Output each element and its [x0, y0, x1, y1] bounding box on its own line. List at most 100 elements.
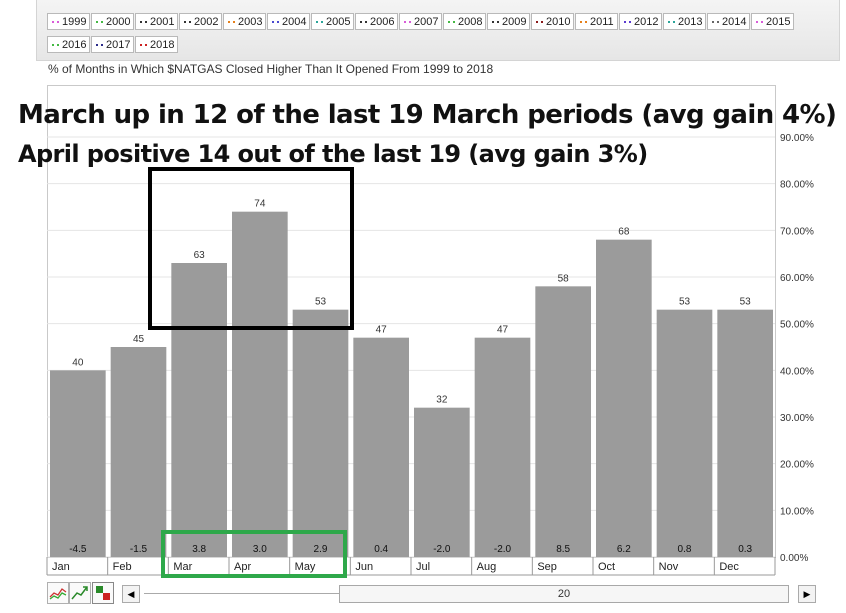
legend-swatch	[140, 21, 147, 24]
scroll-track[interactable]: 20	[144, 585, 794, 603]
chart-controls: ◀ 20 ▶	[40, 578, 846, 610]
bar-Jul	[414, 407, 470, 557]
legend-swatch	[184, 21, 191, 24]
legend-swatch	[272, 21, 279, 24]
legend-item-2005[interactable]: 2005	[311, 13, 354, 30]
legend-item-2010[interactable]: 2010	[531, 13, 574, 30]
y-tick-label: 0.00%	[780, 553, 808, 564]
x-tick-label: Nov	[659, 561, 679, 573]
legend-swatch	[96, 44, 103, 47]
x-tick-label: Oct	[598, 561, 615, 573]
legend-swatch	[668, 21, 675, 24]
legend-label: 2001	[150, 16, 175, 28]
bar-Oct	[596, 239, 652, 557]
x-tick-label: Sep	[537, 561, 557, 573]
y-tick-label: 50.00%	[780, 320, 814, 331]
legend-item-2006[interactable]: 2006	[355, 13, 398, 30]
legend-item-2014[interactable]: 2014	[707, 13, 750, 30]
legend-item-2001[interactable]: 2001	[135, 13, 178, 30]
bar-chart-icon[interactable]	[92, 582, 114, 604]
y-tick-label: 20.00%	[780, 460, 814, 471]
x-tick-label: Mar	[173, 561, 192, 573]
y-tick-label: 70.00%	[780, 226, 814, 237]
y-tick-label: 10.00%	[780, 506, 814, 517]
avg-label: -4.5	[69, 544, 87, 555]
legend-swatch	[316, 21, 323, 24]
legend-swatch	[536, 21, 543, 24]
bar-Sep	[535, 286, 591, 557]
legend-item-2012[interactable]: 2012	[619, 13, 662, 30]
scroll-thumb[interactable]: 20	[339, 585, 789, 603]
legend-label: 2016	[62, 39, 87, 51]
y-tick-label: 80.00%	[780, 180, 814, 191]
legend-item-2002[interactable]: 2002	[179, 13, 222, 30]
avg-label: 0.3	[738, 544, 752, 555]
legend-label: 2008	[458, 16, 483, 28]
scroll-line	[144, 593, 339, 594]
legend-item-2000[interactable]: 2000	[91, 13, 134, 30]
bar-Mar	[171, 263, 227, 557]
avg-label: 2.9	[314, 544, 328, 555]
legend-label: 2009	[502, 16, 527, 28]
x-tick-label: Aug	[477, 561, 497, 573]
legend-item-2009[interactable]: 2009	[487, 13, 530, 30]
legend-item-2011[interactable]: 2011	[575, 13, 618, 30]
plot-area	[47, 85, 776, 558]
avg-label: -2.0	[494, 544, 512, 555]
legend-label: 2003	[238, 16, 263, 28]
legend-swatch	[360, 21, 367, 24]
x-tick-label: Jan	[52, 561, 70, 573]
legend-item-2004[interactable]: 2004	[267, 13, 310, 30]
legend-label: 2006	[370, 16, 395, 28]
legend-label: 2007	[414, 16, 439, 28]
y-tick-label: 30.00%	[780, 413, 814, 424]
value-label: 53	[315, 297, 327, 308]
value-label: 63	[194, 250, 206, 261]
legend-item-1999[interactable]: 1999	[47, 13, 90, 30]
scroll-left-button[interactable]: ◀	[122, 585, 140, 603]
bar-Jun	[353, 337, 409, 557]
highlight-box-avg-gains	[161, 530, 347, 578]
value-label: 53	[679, 297, 691, 308]
legend-swatch	[96, 21, 103, 24]
chart-subtitle: % of Months in Which $NATGAS Closed High…	[48, 62, 494, 76]
legend-item-2015[interactable]: 2015	[751, 13, 794, 30]
trend-chart-icon[interactable]	[69, 582, 91, 604]
legend-label: 2017	[106, 39, 131, 51]
legend-label: 2018	[150, 39, 175, 51]
y-tick-label: 40.00%	[780, 366, 814, 377]
avg-label: 0.4	[374, 544, 388, 555]
avg-label: -2.0	[433, 544, 451, 555]
legend-label: 2015	[766, 16, 791, 28]
legend-item-2007[interactable]: 2007	[399, 13, 442, 30]
legend-item-2018[interactable]: 2018	[135, 36, 178, 53]
bar-Jan	[50, 370, 106, 557]
scroll-right-button[interactable]: ▶	[798, 585, 816, 603]
value-label: 32	[436, 395, 448, 406]
legend-label: 2013	[678, 16, 703, 28]
legend-item-2013[interactable]: 2013	[663, 13, 706, 30]
legend-swatch	[52, 44, 59, 47]
legend-item-2003[interactable]: 2003	[223, 13, 266, 30]
legend-swatch	[448, 21, 455, 24]
x-tick-label: Jun	[355, 561, 373, 573]
y-tick-label: 60.00%	[780, 273, 814, 284]
x-tick-label: Feb	[113, 561, 132, 573]
avg-label: 3.0	[253, 544, 267, 555]
annotation-line-1: March up in 12 of the last 19 March peri…	[18, 100, 837, 130]
legend-label: 2002	[194, 16, 219, 28]
legend-item-2008[interactable]: 2008	[443, 13, 486, 30]
highlight-box-mar-may	[148, 167, 354, 330]
scroll-value: 20	[557, 588, 571, 600]
legend-swatch	[756, 21, 763, 24]
avg-label: 3.8	[192, 544, 206, 555]
value-label: 58	[558, 273, 570, 284]
line-chart-icon[interactable]	[47, 582, 69, 604]
bar-Apr	[232, 211, 288, 557]
legend-label: 2014	[722, 16, 747, 28]
legend-item-2016[interactable]: 2016	[47, 36, 90, 53]
legend-label: 2012	[634, 16, 659, 28]
legend-label: 1999	[62, 16, 87, 28]
legend-item-2017[interactable]: 2017	[91, 36, 134, 53]
legend-swatch	[52, 21, 59, 24]
